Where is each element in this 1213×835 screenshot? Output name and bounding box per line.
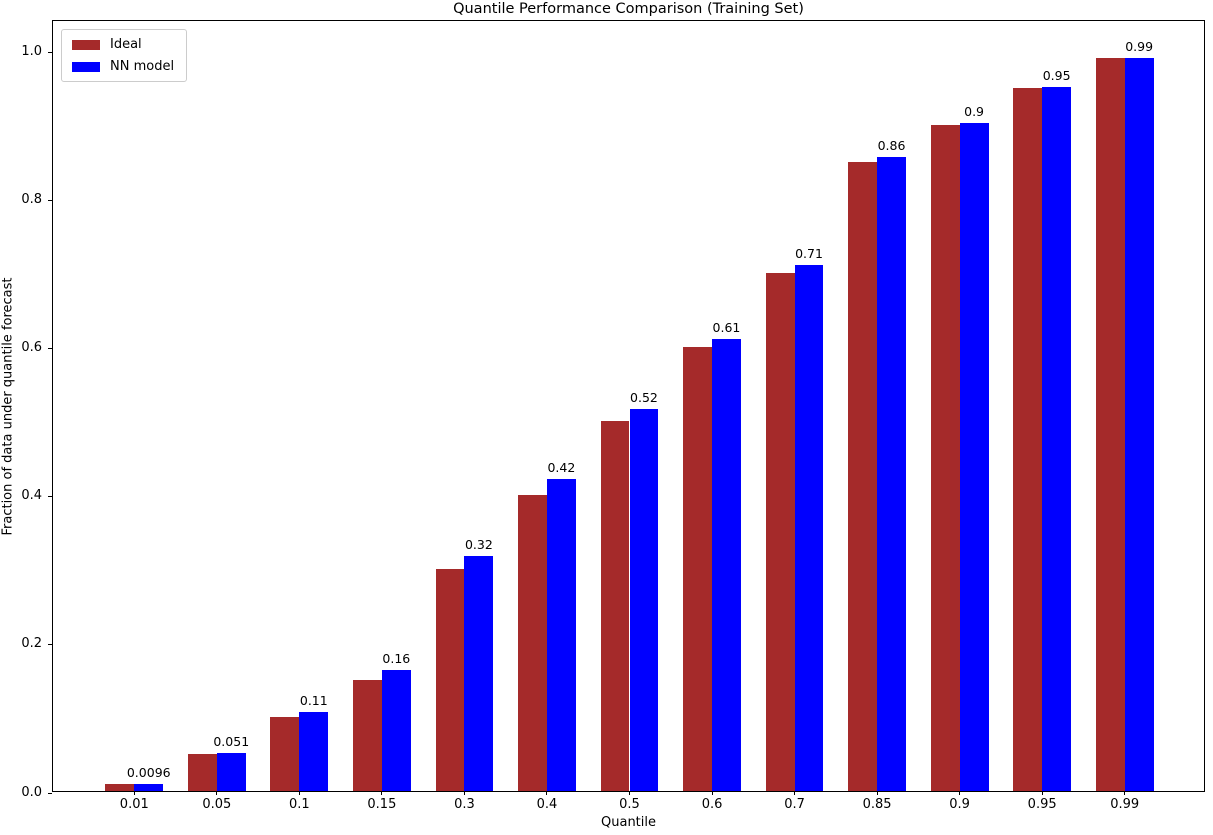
x-tick-label: 0.5 (619, 797, 640, 812)
bar-value-label: 0.71 (795, 246, 823, 262)
y-tick-label: 0.0 (21, 784, 42, 800)
bar-value-label: 0.52 (630, 390, 658, 406)
bar-ideal (353, 679, 382, 791)
x-tick-label: 0.95 (1027, 797, 1057, 812)
bar-value-label: 0.32 (464, 536, 493, 552)
bar-ideal (765, 272, 795, 791)
bar-value-label: 0.11 (299, 692, 328, 708)
y-tick-label: 0.2 (21, 636, 42, 652)
y-axis-label: Fraction of data under quantile forecast (0, 277, 16, 536)
bar-value-label: 0.051 (213, 734, 250, 750)
bar-nn-model (629, 409, 659, 791)
x-tick-label: 0.9 (949, 797, 970, 812)
bar-value-label: 0.86 (877, 137, 906, 153)
bar-value-label: 0.9 (964, 103, 985, 119)
x-tick-mark (133, 791, 135, 795)
bar-value-label: 0.95 (1042, 68, 1071, 84)
plot-area: Ideal NN model 0.0 0.2 0.4 0.6 0.8 1.0 0.0096 0… (21, 20, 1205, 812)
x-tick-mark (463, 791, 465, 795)
bar-ideal (600, 420, 630, 791)
bar-ideal (848, 161, 878, 791)
y-tick-mark (48, 496, 52, 498)
bar-ideal (105, 783, 135, 791)
bar-value-label: 0.61 (712, 319, 741, 335)
x-tick-label: 0.3 (454, 797, 475, 812)
y-tick-mark (48, 644, 52, 646)
x-tick-mark (216, 791, 218, 795)
bar-nn-model (216, 753, 246, 791)
bar-nn-model (877, 156, 906, 791)
x-tick-label: 0.7 (784, 797, 805, 812)
x-tick-mark (381, 791, 383, 795)
x-axis-label: Quantile (601, 815, 656, 830)
y-tick-mark (48, 348, 52, 350)
x-tick-mark (876, 791, 878, 795)
legend-swatch-nn-model (72, 61, 100, 72)
x-tick-label: 0.99 (1110, 797, 1140, 812)
legend-swatch-ideal (72, 39, 100, 50)
y-tick-mark (48, 52, 52, 54)
x-tick-label: 0.4 (536, 797, 558, 812)
bar-ideal (187, 754, 217, 791)
y-tick-label: 0.6 (21, 340, 42, 356)
x-tick-mark (298, 791, 300, 795)
x-tick-mark (959, 791, 961, 795)
bar-nn-model (134, 783, 164, 791)
bar-ideal (683, 346, 713, 791)
y-tick-label: 0.4 (21, 488, 42, 504)
x-tick-label: 0.1 (289, 797, 310, 812)
y-tick-mark (48, 200, 52, 202)
x-tick-label: 0.6 (701, 797, 723, 812)
legend-item-ideal: Ideal (72, 37, 174, 52)
x-tick-label: 0.05 (202, 797, 232, 812)
x-tick-label: 0.01 (119, 797, 149, 812)
bar-value-label: 0.16 (382, 651, 411, 667)
x-tick-mark (546, 791, 548, 795)
bar-nn-model (1042, 87, 1072, 791)
legend-label-nn-model: NN model (110, 59, 175, 74)
bar-nn-model (546, 478, 576, 791)
bar-value-label: 0.0096 (126, 764, 171, 780)
bar-value-label: 0.99 (1125, 39, 1154, 55)
bar-ideal (518, 494, 547, 791)
x-tick-mark (629, 791, 630, 795)
bar-nn-model (299, 711, 329, 791)
bar-nn-model (464, 555, 494, 791)
bar-nn-model (1124, 58, 1154, 791)
x-tick-mark (794, 791, 796, 795)
legend-item-nn-model: NN model (72, 59, 174, 74)
bar-ideal (930, 124, 960, 791)
x-tick-label: 0.85 (862, 797, 892, 812)
x-tick-mark (1124, 791, 1126, 795)
bar-ideal (1095, 58, 1125, 791)
chart-title: Quantile Performance Comparison (Trainin… (453, 1, 804, 17)
bar-nn-model (794, 265, 824, 791)
bar-ideal (270, 716, 300, 791)
x-tick-mark (1041, 791, 1043, 795)
bar-nn-model (959, 122, 989, 791)
bar-ideal (1013, 87, 1043, 791)
x-tick-label: 0.15 (367, 797, 397, 812)
bar-nn-model (381, 670, 411, 791)
legend: Ideal NN model (61, 29, 188, 82)
y-tick-label: 0.8 (21, 192, 42, 208)
bar-ideal (435, 568, 465, 791)
bar-nn-model (712, 338, 741, 791)
x-tick-mark (711, 791, 713, 795)
bar-value-label: 0.42 (547, 459, 576, 475)
y-tick-mark (48, 792, 52, 794)
y-tick-label: 1.0 (21, 44, 42, 60)
legend-label-ideal: Ideal (110, 37, 142, 52)
